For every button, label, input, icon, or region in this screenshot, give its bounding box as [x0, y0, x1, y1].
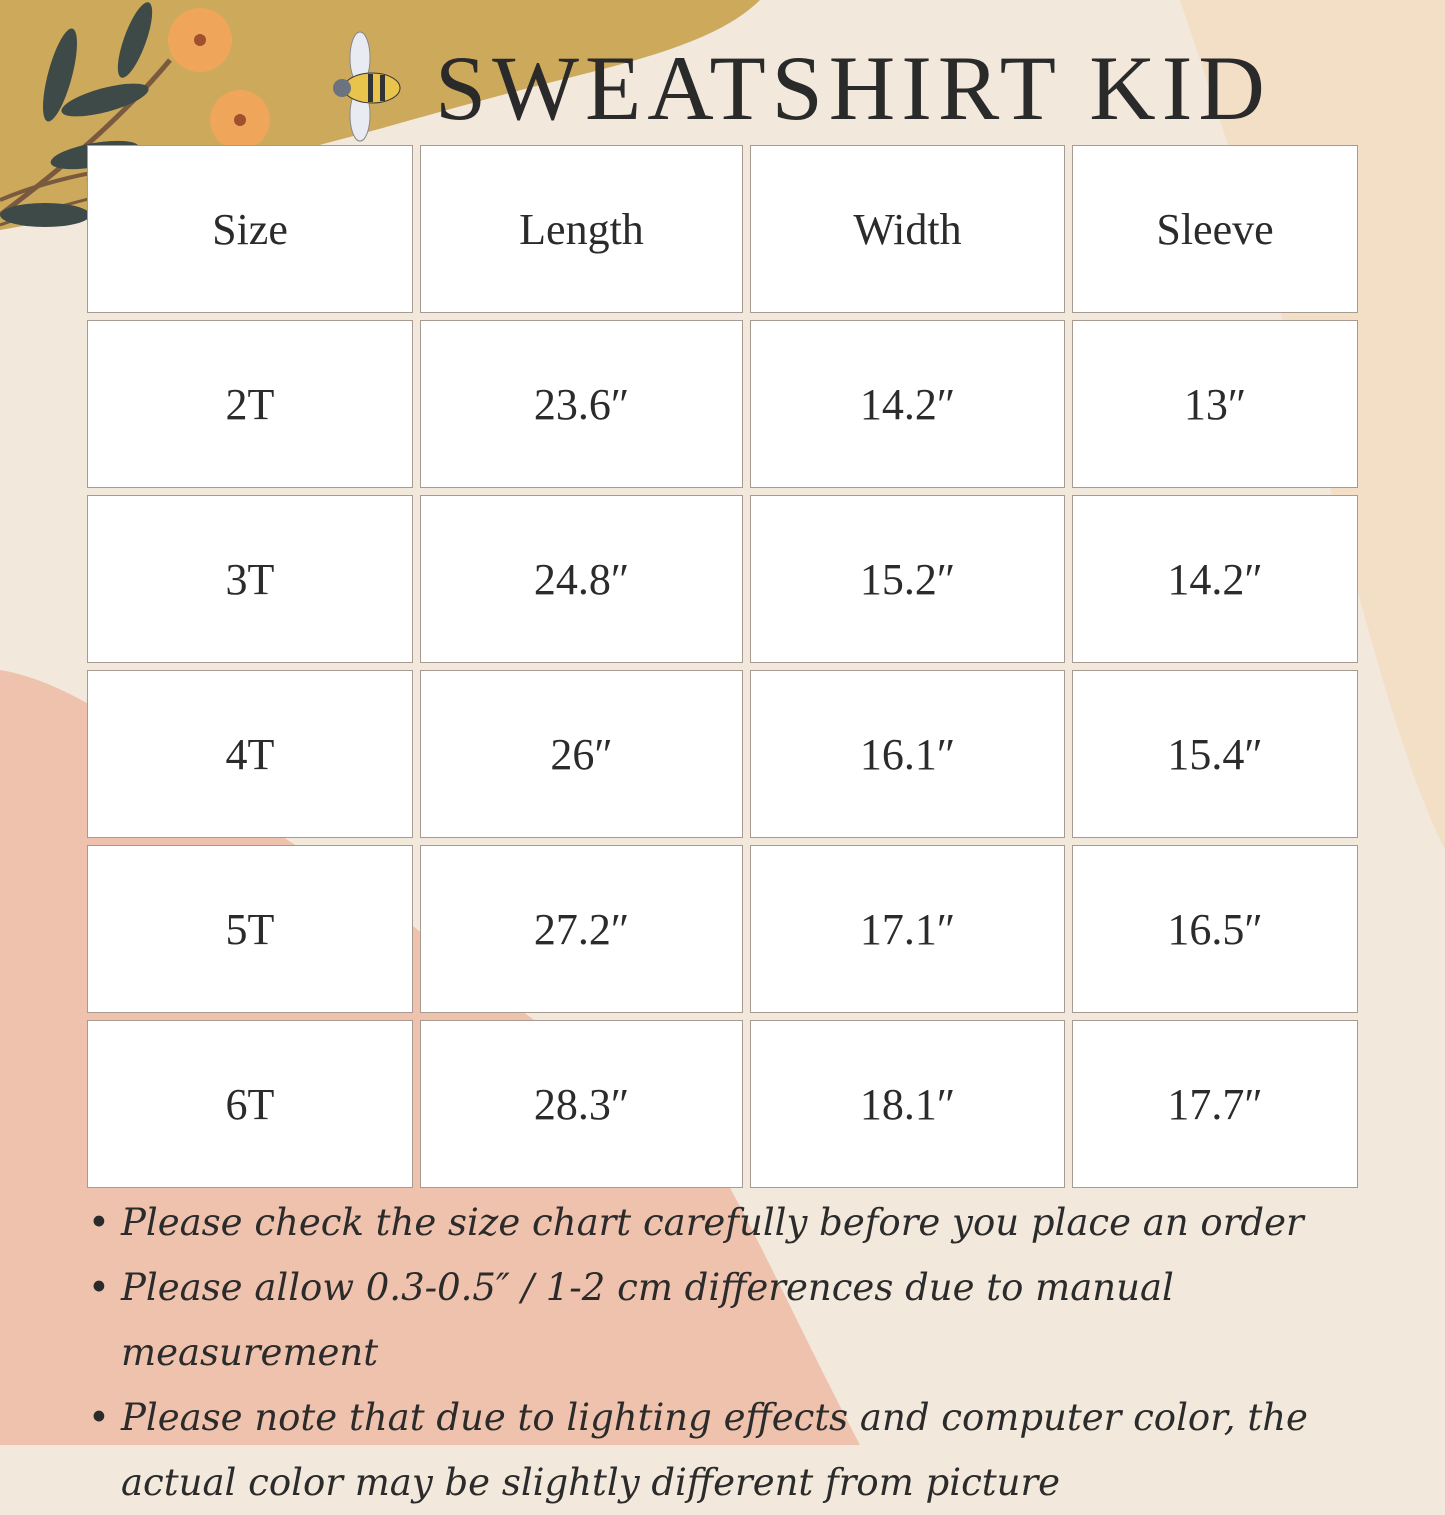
cell-size: 2T — [87, 320, 413, 488]
cell-length: 28.3″ — [420, 1020, 743, 1188]
cell-width: 18.1″ — [750, 1020, 1065, 1188]
note-item: Please note that due to lighting effects… — [88, 1385, 1428, 1515]
cell-width: 17.1″ — [750, 845, 1065, 1013]
notes-list: Please check the size chart carefully be… — [88, 1190, 1428, 1515]
cell-sleeve: 17.7″ — [1072, 1020, 1358, 1188]
cell-size: 4T — [87, 670, 413, 838]
cell-sleeve: 14.2″ — [1072, 495, 1358, 663]
bee-icon — [333, 31, 401, 142]
cell-width: 15.2″ — [750, 495, 1065, 663]
cell-sleeve: 16.5″ — [1072, 845, 1358, 1013]
header-size: Size — [87, 145, 413, 313]
cell-length: 24.8″ — [420, 495, 743, 663]
header-width: Width — [750, 145, 1065, 313]
cell-length: 23.6″ — [420, 320, 743, 488]
note-item: Please allow 0.3-0.5″ / 1-2 cm differenc… — [88, 1255, 1428, 1385]
cell-sleeve: 13″ — [1072, 320, 1358, 488]
cell-sleeve: 15.4″ — [1072, 670, 1358, 838]
size-chart-table: Size Length Width Sleeve 2T 23.6″ 14.2″ … — [87, 145, 1358, 1188]
cell-length: 26″ — [420, 670, 743, 838]
cell-size: 5T — [87, 845, 413, 1013]
header-length: Length — [420, 145, 743, 313]
cell-size: 3T — [87, 495, 413, 663]
cell-width: 14.2″ — [750, 320, 1065, 488]
page-title: SWEATSHIRT KID — [435, 37, 1271, 139]
cell-width: 16.1″ — [750, 670, 1065, 838]
cell-length: 27.2″ — [420, 845, 743, 1013]
note-item: Please check the size chart carefully be… — [88, 1190, 1428, 1255]
cell-size: 6T — [87, 1020, 413, 1188]
header-sleeve: Sleeve — [1072, 145, 1358, 313]
